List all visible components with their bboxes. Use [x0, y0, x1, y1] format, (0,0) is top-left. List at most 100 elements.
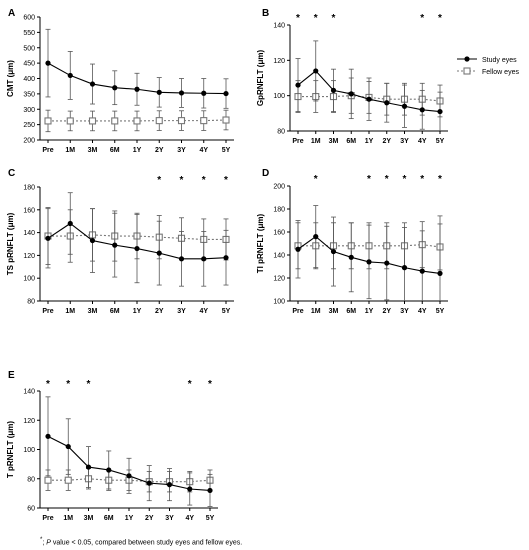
point-study — [146, 480, 152, 486]
point-study — [65, 443, 71, 450]
significance-star: * — [420, 174, 424, 185]
x-tick-label: 3Y — [400, 138, 409, 145]
significance-star: * — [296, 13, 300, 24]
legend-marker-study — [464, 56, 470, 62]
significance-star: * — [314, 174, 318, 185]
x-tick-label: 6M — [110, 308, 120, 315]
significance-star: * — [438, 174, 442, 185]
point-study — [401, 103, 408, 109]
point-study — [112, 85, 118, 91]
significance-star: * — [157, 175, 161, 186]
x-tick-label: 1Y — [365, 308, 374, 315]
legend-marker-fellow — [463, 67, 471, 75]
y-tick-label: 250 — [23, 122, 35, 129]
point-study — [384, 260, 390, 266]
x-tick-label: 3M — [329, 138, 339, 145]
panel-c: C 80 100 120 140 160 180 Pre 1M 3M 6M 1Y 2Y 3Y 4Y 5Y TS … — [6, 168, 234, 315]
significance-star: * — [224, 175, 228, 186]
point-fellow — [200, 117, 208, 125]
x-tick-label: 1Y — [133, 147, 142, 154]
point-study — [419, 268, 425, 274]
point-study — [126, 473, 132, 479]
x-tick-label: 5Y — [222, 147, 231, 154]
x-tick-label: 5Y — [436, 308, 445, 315]
point-study — [313, 68, 319, 74]
x-tick-label: 4Y — [199, 147, 208, 154]
point-study — [201, 90, 207, 96]
x-tick-label: 1M — [311, 308, 321, 315]
y-tick-label: 120 — [273, 276, 285, 283]
point-study — [419, 107, 425, 113]
y-tick-label: 400 — [23, 76, 35, 83]
y-tick-label: 100 — [23, 447, 35, 454]
point-study — [348, 254, 354, 260]
x-tick-label: 1M — [65, 308, 75, 315]
significance-star: * — [46, 379, 50, 390]
significance-star: * — [403, 174, 407, 185]
y-tick-label: 140 — [273, 23, 285, 30]
y-tick-label: 160 — [273, 230, 285, 237]
point-study — [178, 90, 185, 96]
legend: Study eyes Fellow eyes — [457, 56, 519, 76]
significance-star: * — [420, 13, 424, 24]
y-axis-label: TI pRNFLT (μm) — [256, 213, 265, 273]
panel-a: A 200 250 300 350 400 450 500 550 600 Pre 1M 3M 6M 1Y 2… — [6, 8, 234, 154]
significance-star: * — [202, 175, 206, 186]
x-tick-label: 2Y — [382, 308, 391, 315]
point-fellow — [222, 116, 230, 124]
x-tick-label: 5Y — [222, 308, 231, 315]
point-study — [112, 242, 118, 248]
x-tick-label: 5Y — [436, 138, 445, 145]
y-axis-label: GpRNFLT (μm) — [256, 50, 265, 107]
y-tick-label: 80 — [27, 476, 35, 483]
series-study-eyes — [45, 28, 229, 109]
series-study-eyes — [45, 192, 229, 287]
footnote-star: * — [40, 537, 43, 543]
panel-letter: E — [8, 370, 15, 381]
x-tick-label: Pre — [42, 147, 53, 154]
point-study — [366, 96, 372, 102]
y-tick-label: 140 — [23, 389, 35, 396]
point-study — [437, 108, 443, 115]
y-tick-label: 600 — [23, 15, 35, 22]
footnote-text: value < 0.05, compared between study eye… — [50, 539, 243, 547]
point-study — [67, 220, 73, 227]
y-tick-label: 200 — [23, 138, 35, 145]
x-tick-label: 1M — [65, 147, 75, 154]
point-study — [201, 256, 207, 262]
y-tick-label: 60 — [27, 506, 35, 513]
series-fellow-eyes — [44, 109, 230, 133]
y-tick-label: 180 — [273, 207, 285, 214]
significance-star: * — [314, 13, 318, 24]
point-study — [295, 82, 301, 88]
x-tick-label: 6M — [346, 308, 356, 315]
series-study-eyes — [45, 396, 213, 507]
x-tick-label: 3Y — [177, 308, 186, 315]
point-study — [330, 248, 337, 255]
x-tick-label: 1Y — [125, 515, 134, 522]
point-fellow — [64, 476, 72, 484]
point-fellow — [88, 117, 97, 125]
point-study — [178, 256, 185, 262]
point-study — [187, 486, 193, 492]
x-tick-label: 3M — [329, 308, 339, 315]
x-tick-label: 4Y — [199, 308, 208, 315]
x-tick-label: Pre — [292, 308, 303, 315]
y-tick-label: 100 — [273, 93, 285, 100]
panel-letter: B — [262, 8, 269, 19]
x-tick-label: Pre — [292, 138, 303, 145]
point-fellow — [44, 476, 52, 484]
point-study — [89, 81, 96, 87]
y-tick-label: 350 — [23, 91, 35, 98]
legend-label-study: Study eyes — [482, 57, 517, 64]
y-tick-label: 200 — [273, 184, 285, 191]
footnote-p: P — [46, 539, 51, 547]
y-tick-label: 180 — [23, 185, 35, 192]
x-tick-label: 1Y — [365, 138, 374, 145]
x-tick-label: 6M — [104, 515, 114, 522]
point-study — [156, 89, 162, 95]
significance-star: * — [66, 379, 70, 390]
x-tick-label: Pre — [42, 515, 53, 522]
y-tick-label: 300 — [23, 107, 35, 114]
